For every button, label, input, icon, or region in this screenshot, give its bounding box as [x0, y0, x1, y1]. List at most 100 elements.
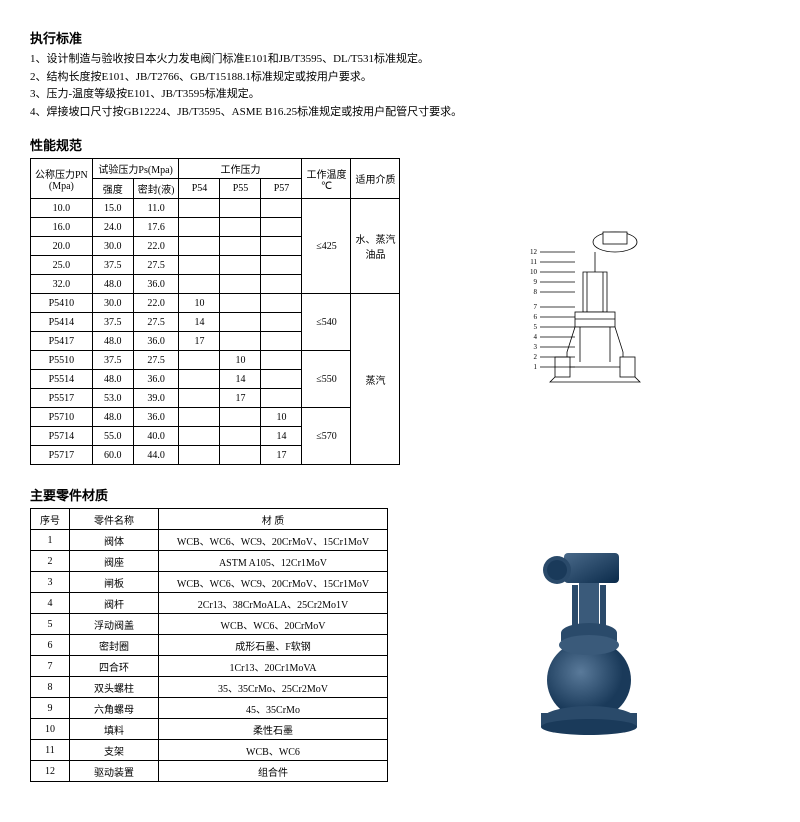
- table-cell: 密封圈: [70, 635, 159, 656]
- table-cell: 9: [31, 698, 70, 719]
- table-cell: P5517: [31, 389, 93, 408]
- th-seal: 密封(液): [133, 179, 179, 199]
- callout-label: 5: [534, 323, 538, 331]
- table-cell: 17: [220, 389, 261, 408]
- table-row: 9六角螺母45、35CrMo: [31, 698, 388, 719]
- table-cell: [179, 275, 220, 294]
- table-cell-medium: 水、蒸汽油品: [351, 199, 400, 294]
- table-cell: 双头螺柱: [70, 677, 159, 698]
- perf-table: 公称压力PN(Mpa) 试验压力Ps(Mpa) 工作压力 工作温度℃ 适用介质 …: [30, 158, 400, 465]
- th-p57: P57: [261, 179, 302, 199]
- table-cell: 20.0: [31, 237, 93, 256]
- table-cell: [220, 218, 261, 237]
- table-cell: P5414: [31, 313, 93, 332]
- callout-label: 2: [534, 353, 538, 361]
- table-cell: 27.5: [133, 313, 179, 332]
- th-test: 试验压力Ps(Mpa): [92, 159, 179, 179]
- table-row: 10.015.011.0≤425水、蒸汽油品: [31, 199, 400, 218]
- table-cell: 48.0: [92, 275, 133, 294]
- valve-schematic-icon: 121110987654321: [505, 222, 685, 402]
- table-cell: 16.0: [31, 218, 93, 237]
- table-cell: [220, 256, 261, 275]
- table-cell: 36.0: [133, 408, 179, 427]
- table-cell: [261, 218, 302, 237]
- table-cell: WCB、WC6、20CrMoV: [159, 614, 388, 635]
- callout-label: 8: [534, 288, 538, 296]
- table-cell: [261, 294, 302, 313]
- table-cell-temp: ≤550: [302, 351, 351, 408]
- table-cell: 36.0: [133, 370, 179, 389]
- table-cell: 四合环: [70, 656, 159, 677]
- callout-label: 4: [534, 333, 538, 341]
- callout-label: 3: [534, 343, 538, 351]
- table-cell: 11.0: [133, 199, 179, 218]
- callout-label: 7: [534, 303, 538, 311]
- table-row: 5浮动阀盖WCB、WC6、20CrMoV: [31, 614, 388, 635]
- standard-item: 2、结构长度按E101、JB/T2766、GB/T15188.1标准规定或按用户…: [30, 69, 770, 86]
- table-cell: [179, 351, 220, 370]
- table-cell: 1: [31, 530, 70, 551]
- table-cell: WCB、WC6: [159, 740, 388, 761]
- table-cell: 44.0: [133, 446, 179, 465]
- table-row: 3闸板WCB、WC6、WC9、20CrMoV、15Cr1MoV: [31, 572, 388, 593]
- table-cell: 11: [31, 740, 70, 761]
- table-cell: 6: [31, 635, 70, 656]
- table-cell: [261, 389, 302, 408]
- table-cell: [220, 237, 261, 256]
- table-cell: 7: [31, 656, 70, 677]
- table-cell: 22.0: [133, 294, 179, 313]
- table-cell: [220, 332, 261, 351]
- table-row: 8双头螺柱35、35CrMo、25Cr2MoV: [31, 677, 388, 698]
- callout-label: 1: [534, 363, 538, 371]
- table-cell: 10: [179, 294, 220, 313]
- table-cell: 35、35CrMo、25Cr2MoV: [159, 677, 388, 698]
- callout-label: 11: [530, 258, 537, 266]
- table-cell: 17: [179, 332, 220, 351]
- table-row: 11支架WCB、WC6: [31, 740, 388, 761]
- th-work: 工作压力: [179, 159, 302, 179]
- table-cell: 60.0: [92, 446, 133, 465]
- table-cell: [220, 294, 261, 313]
- table-cell: 48.0: [92, 408, 133, 427]
- th-medium: 适用介质: [351, 159, 400, 199]
- valve-diagram: 121110987654321: [420, 158, 770, 465]
- materials-table-container: 序号 零件名称 材 质 1阀体WCB、WC6、WC9、20CrMoV、15Cr1…: [30, 508, 388, 782]
- table-cell: P5714: [31, 427, 93, 446]
- th-mat: 材 质: [159, 509, 388, 530]
- table-cell: [220, 199, 261, 218]
- perf-table-container: 公称压力PN(Mpa) 试验压力Ps(Mpa) 工作压力 工作温度℃ 适用介质 …: [30, 158, 400, 465]
- table-cell: 10: [220, 351, 261, 370]
- table-row: P571048.036.010≤570: [31, 408, 400, 427]
- table-cell: [261, 351, 302, 370]
- table-cell: 2Cr13、38CrMoALA、25Cr2Mo1V: [159, 593, 388, 614]
- table-cell: 48.0: [92, 332, 133, 351]
- table-cell: 39.0: [133, 389, 179, 408]
- materials-title: 主要零件材质: [30, 485, 770, 504]
- table-cell: P5417: [31, 332, 93, 351]
- table-cell: 45、35CrMo: [159, 698, 388, 719]
- table-cell: [179, 237, 220, 256]
- table-cell: 17.6: [133, 218, 179, 237]
- table-cell: 10: [31, 719, 70, 740]
- table-cell-medium: 蒸汽: [351, 294, 400, 465]
- th-name: 零件名称: [70, 509, 159, 530]
- table-cell: [261, 199, 302, 218]
- table-cell: [179, 199, 220, 218]
- table-row: 12驱动装置组合件: [31, 761, 388, 782]
- table-cell: [261, 275, 302, 294]
- table-cell: [261, 370, 302, 389]
- table-cell: 10.0: [31, 199, 93, 218]
- table-cell: 柔性石墨: [159, 719, 388, 740]
- table-cell: [179, 446, 220, 465]
- table-cell: [261, 256, 302, 275]
- table-cell: P5410: [31, 294, 93, 313]
- table-cell: 53.0: [92, 389, 133, 408]
- table-cell: 组合件: [159, 761, 388, 782]
- table-cell: 37.5: [92, 256, 133, 275]
- table-cell: [220, 313, 261, 332]
- table-cell: 阀座: [70, 551, 159, 572]
- table-cell-temp: ≤425: [302, 199, 351, 294]
- table-cell: 17: [261, 446, 302, 465]
- table-cell: 37.5: [92, 351, 133, 370]
- table-cell: 36.0: [133, 332, 179, 351]
